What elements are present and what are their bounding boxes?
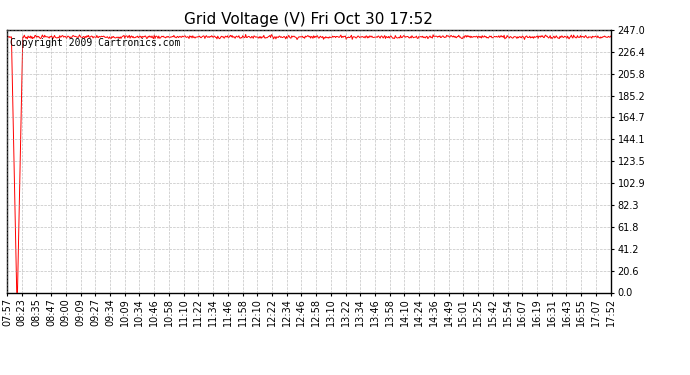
Text: Copyright 2009 Cartronics.com: Copyright 2009 Cartronics.com (10, 38, 180, 48)
Title: Grid Voltage (V) Fri Oct 30 17:52: Grid Voltage (V) Fri Oct 30 17:52 (184, 12, 433, 27)
